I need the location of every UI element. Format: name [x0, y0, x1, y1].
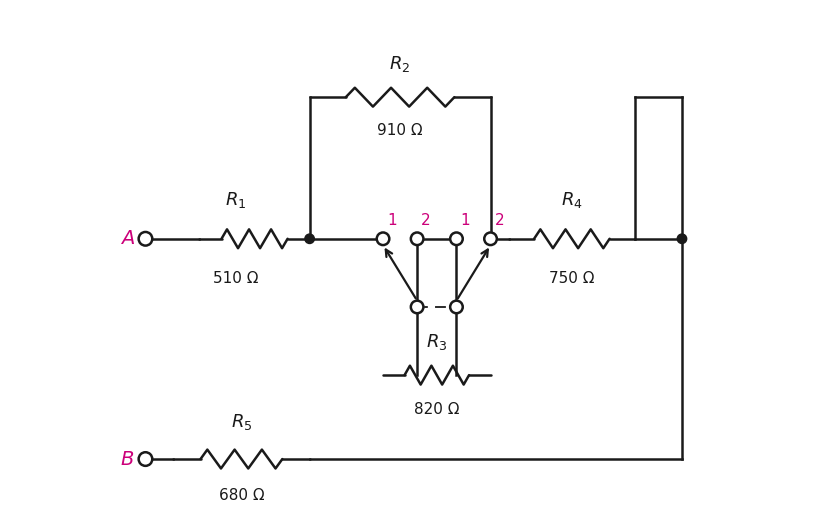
Circle shape — [484, 233, 496, 245]
Text: 1: 1 — [387, 213, 397, 228]
Text: $R_1$: $R_1$ — [225, 190, 247, 210]
Circle shape — [411, 301, 423, 313]
Text: 1: 1 — [460, 213, 469, 228]
Circle shape — [450, 233, 462, 245]
Circle shape — [138, 232, 152, 245]
Text: 680 Ω: 680 Ω — [219, 488, 264, 503]
Text: $R_5$: $R_5$ — [230, 412, 252, 432]
Text: 750 Ω: 750 Ω — [548, 271, 594, 286]
Text: A: A — [120, 229, 134, 248]
Text: $R_3$: $R_3$ — [426, 332, 447, 351]
Circle shape — [305, 234, 314, 243]
Circle shape — [376, 233, 389, 245]
Text: 820 Ω: 820 Ω — [413, 402, 459, 418]
Text: 910 Ω: 910 Ω — [377, 123, 422, 138]
Text: $R_4$: $R_4$ — [561, 190, 582, 210]
Circle shape — [138, 452, 152, 466]
Circle shape — [411, 233, 423, 245]
Text: $R_2$: $R_2$ — [389, 54, 410, 74]
Circle shape — [676, 234, 686, 243]
Text: B: B — [120, 449, 134, 469]
Text: 510 Ω: 510 Ω — [213, 271, 258, 286]
Circle shape — [450, 301, 462, 313]
Text: 2: 2 — [494, 213, 503, 228]
Text: 2: 2 — [421, 213, 431, 228]
